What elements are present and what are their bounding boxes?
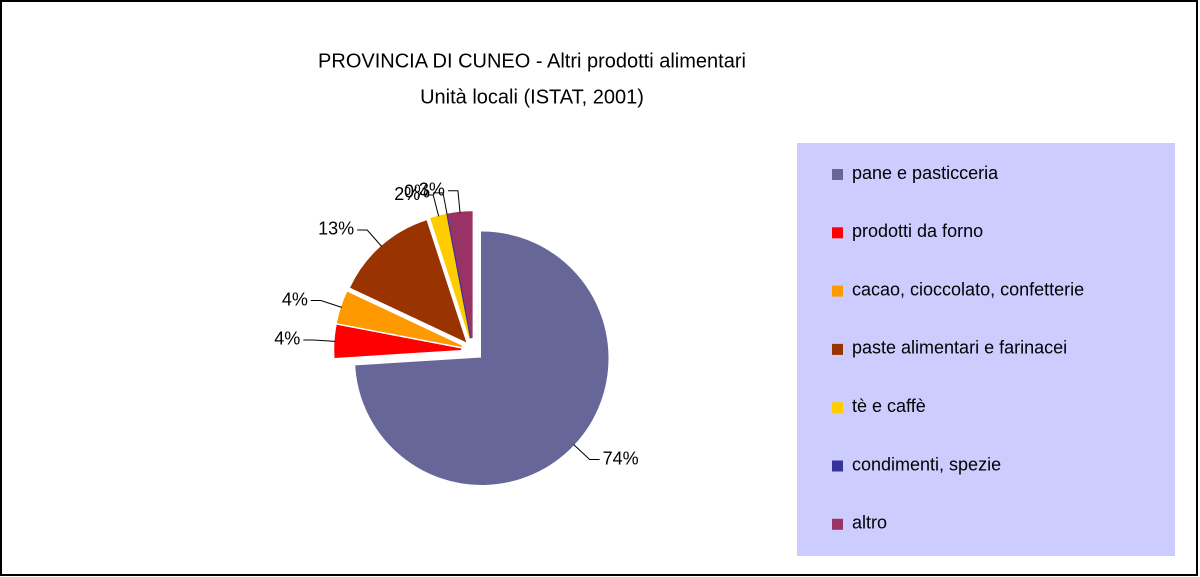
legend-swatch bbox=[832, 169, 843, 180]
data-label: 4% bbox=[282, 289, 308, 309]
leader-line bbox=[447, 190, 461, 213]
pie-slice bbox=[430, 213, 471, 339]
legend-swatch bbox=[832, 285, 843, 297]
legend-label: paste alimentari e farinacei bbox=[852, 338, 1067, 358]
legend-swatch bbox=[832, 460, 843, 472]
leader-line bbox=[433, 192, 448, 215]
legend-label: tè e caffè bbox=[852, 396, 926, 416]
legend-swatch bbox=[832, 343, 843, 355]
leader-line bbox=[357, 229, 383, 247]
data-label: 13% bbox=[318, 219, 354, 239]
legend-label: pane e pasticceria bbox=[852, 163, 999, 183]
data-label: 74% bbox=[603, 448, 639, 468]
data-label: 0% bbox=[404, 182, 430, 202]
chart-subtitle: Unità locali (ISTAT, 2001) bbox=[420, 86, 644, 108]
leader-line bbox=[573, 444, 600, 461]
legend-box bbox=[797, 143, 1175, 556]
chart-title: PROVINCIA DI CUNEO - Altri prodotti alim… bbox=[318, 50, 746, 72]
legend-label: altro bbox=[852, 513, 887, 533]
legend-label: cacao, cioccolato, confetterie bbox=[852, 279, 1084, 299]
leader-line bbox=[303, 339, 336, 342]
data-label: 4% bbox=[274, 329, 300, 349]
legend-label: prodotti da forno bbox=[852, 221, 983, 241]
legend-swatch bbox=[832, 518, 843, 530]
data-label: 2% bbox=[394, 184, 420, 204]
legend-swatch bbox=[832, 227, 843, 239]
leader-line bbox=[310, 300, 342, 308]
pie-slice bbox=[350, 220, 467, 343]
pie-slice bbox=[355, 231, 609, 485]
legend-swatch bbox=[832, 402, 843, 414]
legend-label: condimenti, spezie bbox=[852, 454, 1001, 474]
data-label: 3% bbox=[419, 179, 445, 199]
leader-line bbox=[423, 194, 440, 217]
